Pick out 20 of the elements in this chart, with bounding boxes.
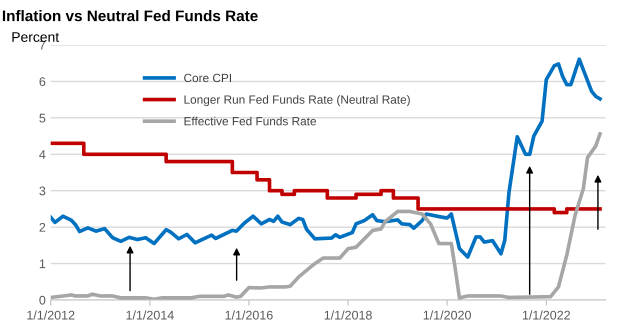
legend-label: Longer Run Fed Funds Rate (Neutral Rate) [184,95,410,106]
x-tick-label: 1/1/2014 [126,310,174,320]
x-tick-label: 1/1/2022 [522,310,570,320]
x-tick-label: 1/1/2020 [424,310,471,320]
y-tick-label: 4 [39,150,46,159]
legend-label: Core CPI [184,74,231,82]
y-axis-title: Percent [12,32,60,42]
line-series [50,57,602,259]
chart-title: Inflation vs Neutral Fed Funds Rate [2,10,258,22]
x-tick-label: 1/1/2012 [27,310,74,320]
legend-label: Effective Fed Funds Rate [184,116,316,126]
y-tick-label: 1 [40,260,46,268]
line-series [50,132,602,300]
y-tick-label: 0 [39,296,46,305]
x-tick-label: 1/1/2016 [226,310,273,320]
y-tick-label: 2 [40,222,46,232]
y-tick-label: 6 [40,77,46,86]
x-tick-label: 1/1/2018 [324,310,372,320]
y-tick-label: 5 [39,114,46,123]
y-tick-label: 3 [39,186,46,196]
